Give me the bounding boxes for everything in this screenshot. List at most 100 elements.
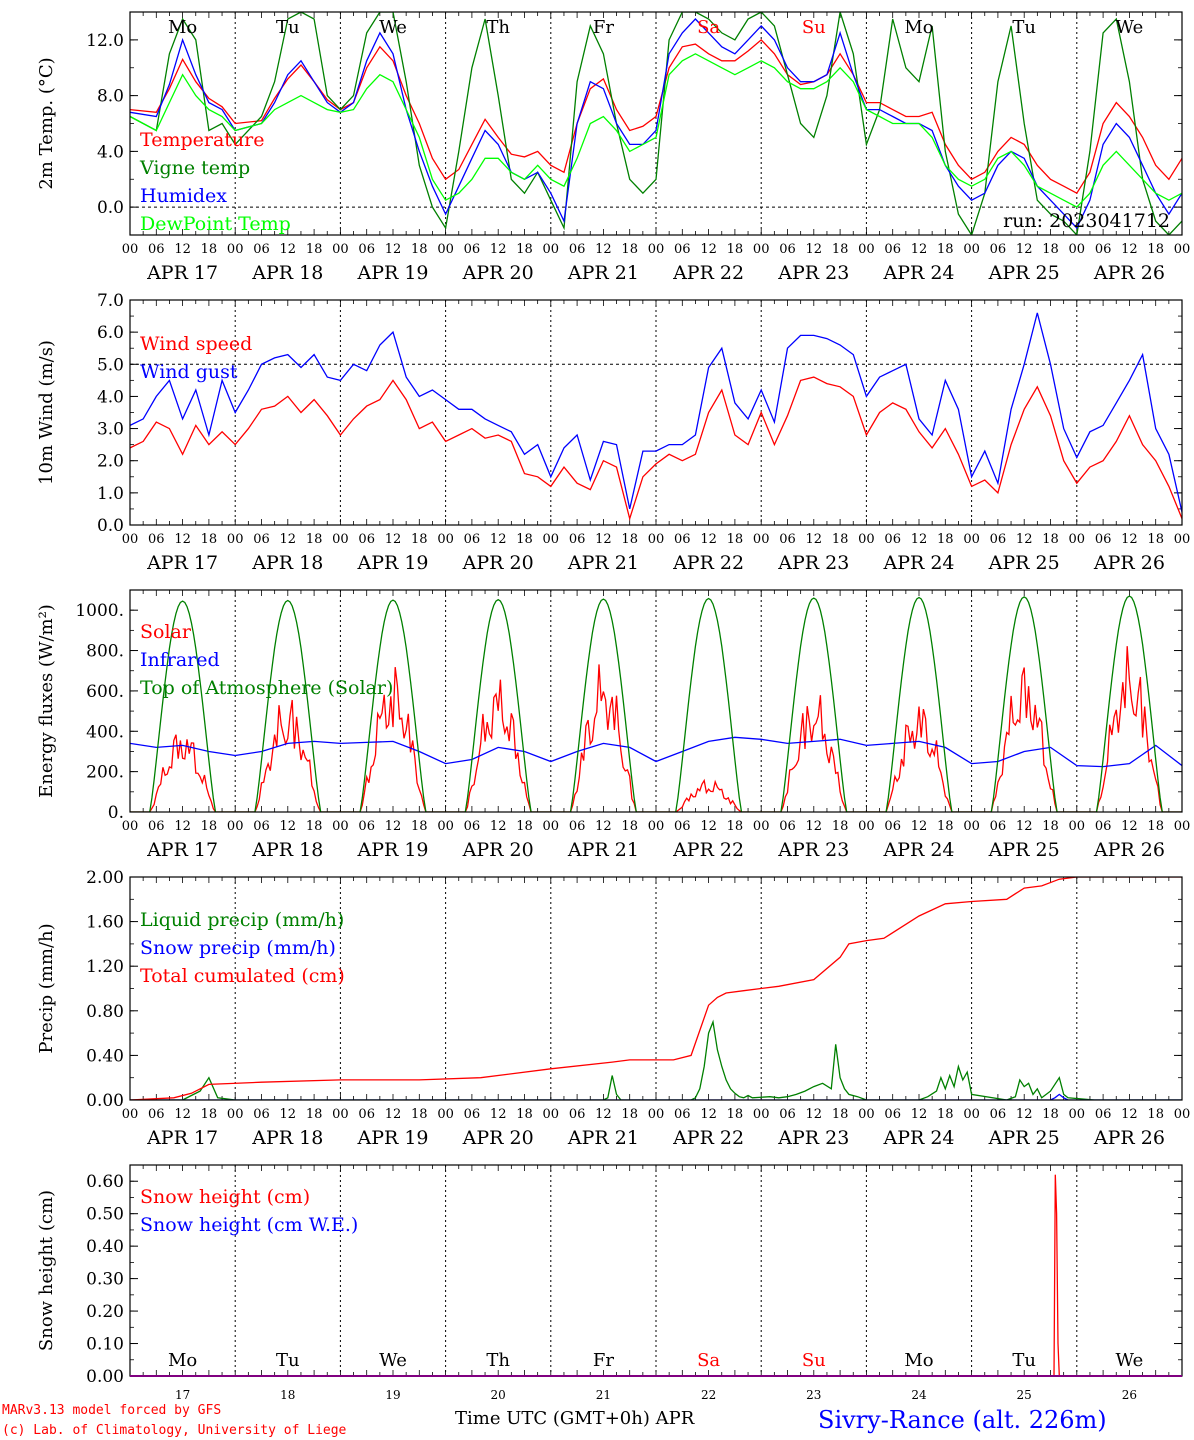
weekday-label: Tu <box>1012 17 1036 38</box>
x-ticks <box>129 1165 1183 1376</box>
hour-label: 06 <box>674 532 691 547</box>
weekday-label: Th <box>486 17 510 38</box>
y-tick-label: 0. <box>108 803 124 823</box>
hour-label: 12 <box>1121 819 1138 834</box>
hour-label: 06 <box>1095 819 1112 834</box>
date-label: APR 22 <box>672 552 744 574</box>
hour-label: 06 <box>253 532 270 547</box>
legend-entry: Humidex <box>140 185 227 207</box>
hour-label: 12 <box>700 1107 717 1122</box>
y-tick-label: 2.00 <box>86 868 124 888</box>
weekday-label: Sa <box>697 1350 720 1371</box>
legend-entry: Snow precip (mm/h) <box>140 937 336 959</box>
hour-label: 00 <box>1174 532 1191 547</box>
hour-label: 00 <box>753 819 770 834</box>
plot-frame <box>129 299 1183 526</box>
hour-label: 18 <box>201 532 218 547</box>
day-number-label: 24 <box>911 1388 927 1402</box>
credit-line-2: (c) Lab. of Climatology, University of L… <box>2 1423 347 1438</box>
hour-label: 12 <box>1016 532 1033 547</box>
y-tick-label: 7.0 <box>97 291 124 311</box>
y-tick-label: 6.0 <box>97 323 124 343</box>
hour-label: 06 <box>253 242 270 257</box>
hour-label: 00 <box>648 1107 665 1122</box>
hour-label: 00 <box>753 1107 770 1122</box>
weekday-label: Tu <box>1012 1350 1036 1371</box>
hour-label: 18 <box>306 1107 323 1122</box>
hour-label: 00 <box>122 819 139 834</box>
hour-label: 12 <box>1016 1107 1033 1122</box>
hour-label: 06 <box>1095 1107 1112 1122</box>
hour-label: 00 <box>753 242 770 257</box>
hour-label: 00 <box>963 242 980 257</box>
hour-label: 18 <box>1042 819 1059 834</box>
hour-label: 00 <box>437 819 454 834</box>
hour-label: 18 <box>727 242 744 257</box>
legend-entry: Solar <box>140 621 192 643</box>
hour-label: 00 <box>122 1107 139 1122</box>
hour-label: 00 <box>332 532 349 547</box>
x-tick-labels: 00 06 12 18 APR 17 00 06 12 18 APR 18 00 06 12 18 APR … <box>122 532 1191 574</box>
hour-label: 00 <box>858 242 875 257</box>
hour-label: 12 <box>806 819 823 834</box>
date-label: APR 18 <box>251 839 323 861</box>
hour-label: 00 <box>437 532 454 547</box>
date-label: APR 21 <box>567 839 639 861</box>
day-number-label: 17 <box>175 1388 190 1402</box>
day-number-label: 25 <box>1017 1388 1032 1402</box>
hour-label: 00 <box>648 819 665 834</box>
date-label: APR 26 <box>1093 1127 1165 1149</box>
plot-frame <box>129 589 1183 813</box>
date-label: APR 25 <box>988 552 1060 574</box>
legend-entry: Snow height (cm) <box>140 1186 310 1208</box>
hour-label: 12 <box>280 819 297 834</box>
date-label: APR 21 <box>567 1127 639 1149</box>
weekday-label: Th <box>486 1350 510 1371</box>
weekday-label: Tu <box>276 17 300 38</box>
y-axis-label: Snow height (cm) <box>36 1190 57 1351</box>
hour-label: 00 <box>963 1107 980 1122</box>
y-tick-label: 5.0 <box>97 355 124 375</box>
weekday-label: We <box>1116 17 1144 38</box>
hour-label: 18 <box>832 532 849 547</box>
hour-label: 06 <box>990 1107 1007 1122</box>
hour-label: 06 <box>990 532 1007 547</box>
y-axis-label: Energy fluxes (W/m²) <box>36 604 57 798</box>
hour-label: 00 <box>122 532 139 547</box>
hour-label: 06 <box>464 1107 481 1122</box>
hour-label: 00 <box>122 242 139 257</box>
hour-label: 12 <box>595 819 612 834</box>
hour-label: 06 <box>1095 532 1112 547</box>
date-label: APR 18 <box>251 552 323 574</box>
x-ticks <box>129 12 1183 235</box>
series-line-snow-height-cm- <box>130 1174 1182 1376</box>
hour-label: 18 <box>201 242 218 257</box>
station-label: Sivry-Rance (alt. 226m) <box>818 1406 1107 1434</box>
hour-label: 12 <box>595 532 612 547</box>
hour-label: 00 <box>858 532 875 547</box>
date-label: APR 17 <box>146 262 218 284</box>
hour-label: 12 <box>700 242 717 257</box>
date-label: APR 21 <box>567 552 639 574</box>
y-tick-label: 1.20 <box>86 957 124 977</box>
date-label: APR 18 <box>251 1127 323 1149</box>
hour-label: 06 <box>884 532 901 547</box>
day-number-label: 18 <box>280 1388 295 1402</box>
hour-label: 00 <box>858 1107 875 1122</box>
hour-label: 12 <box>1121 1107 1138 1122</box>
y-tick-label: 600. <box>86 682 124 702</box>
hour-label: 00 <box>1069 532 1086 547</box>
hour-label: 18 <box>937 819 954 834</box>
legend-entry: Snow height (cm W.E.) <box>140 1214 358 1236</box>
day-number-label: 26 <box>1122 1388 1137 1402</box>
hour-label: 00 <box>753 532 770 547</box>
hour-label: 06 <box>464 242 481 257</box>
series-line-top-of-atmosphere-solar- <box>130 595 1182 812</box>
panel-wind: 0.0 1.0 2.0 3.0 4.0 5.0 6.0 7.0 10m Wind (m/s) Wi… <box>36 291 1190 574</box>
hour-label: 12 <box>490 532 507 547</box>
y-tick-label: 1.60 <box>86 913 124 933</box>
hour-label: 00 <box>437 1107 454 1122</box>
hour-label: 12 <box>1121 532 1138 547</box>
y-tick-label: 0.00 <box>86 1091 124 1111</box>
date-label: APR 24 <box>882 1127 954 1149</box>
